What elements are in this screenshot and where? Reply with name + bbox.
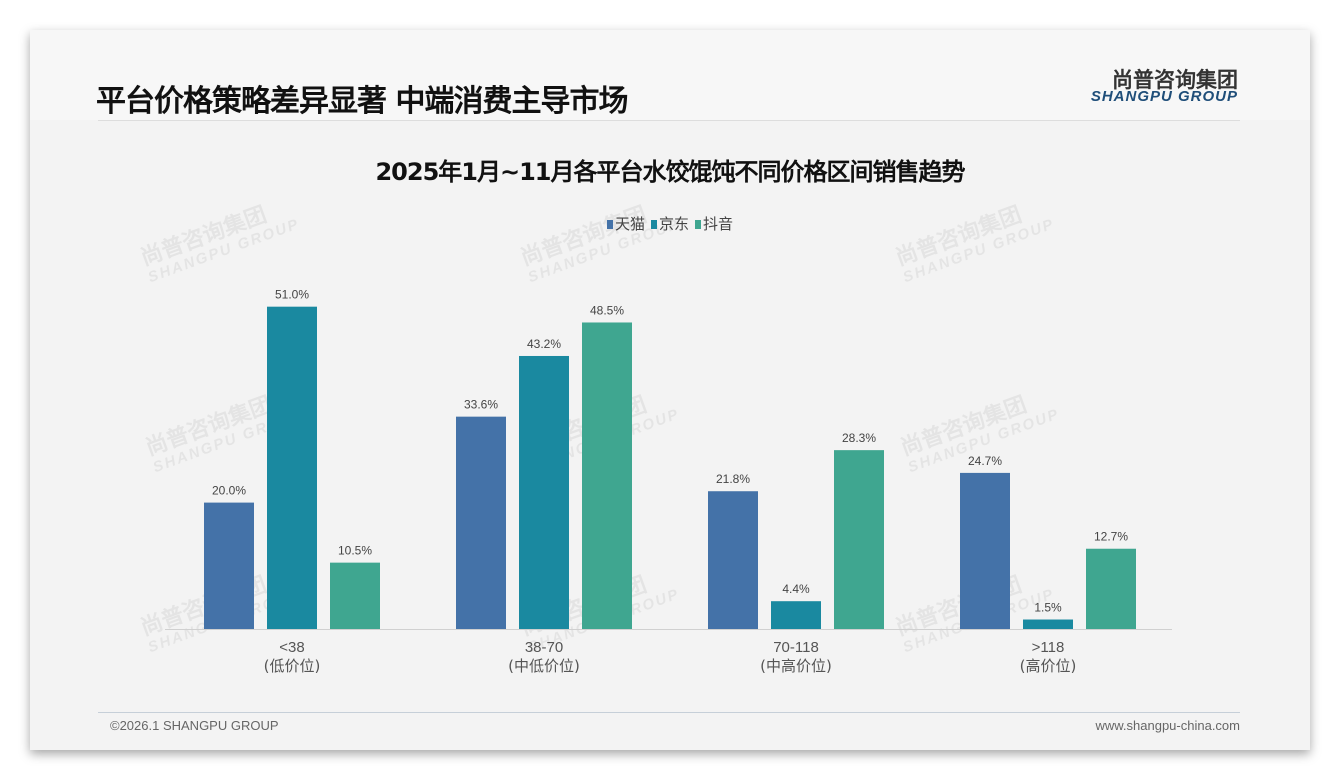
bar-抖音 xyxy=(582,322,632,629)
data-label: 21.8% xyxy=(716,472,750,486)
bar-天猫 xyxy=(204,502,254,629)
x-tick-sublabel: (中低价位) xyxy=(508,657,580,675)
copyright: ©2026.1 SHANGPU GROUP xyxy=(110,718,279,733)
bar-天猫 xyxy=(456,416,506,629)
legend-item[interactable]: 京东 xyxy=(650,215,689,233)
bar-抖音 xyxy=(1086,548,1136,629)
legend-item[interactable]: 抖音 xyxy=(695,215,733,233)
footer-divider xyxy=(98,712,1240,713)
header-divider xyxy=(98,120,1240,121)
data-label: 28.3% xyxy=(842,431,876,445)
bar-天猫 xyxy=(960,472,1010,629)
data-label: 24.7% xyxy=(968,454,1002,468)
legend-label: 天猫 xyxy=(614,215,645,233)
data-label: 33.6% xyxy=(464,398,498,412)
data-label: 4.4% xyxy=(782,582,810,596)
data-label: 20.0% xyxy=(212,484,246,498)
legend-item[interactable]: 天猫 xyxy=(606,215,645,233)
header-band xyxy=(30,30,1310,120)
data-label: 1.5% xyxy=(1034,601,1062,615)
data-label: 51.0% xyxy=(275,288,309,302)
legend-swatch xyxy=(606,220,613,229)
data-label: 10.5% xyxy=(338,544,372,558)
legend-swatch xyxy=(695,220,701,229)
x-tick-sublabel: (中高价位) xyxy=(760,657,832,675)
bar-抖音 xyxy=(834,450,884,629)
legend-swatch xyxy=(650,220,657,229)
bar-京东 xyxy=(771,601,821,629)
data-label: 48.5% xyxy=(590,303,624,317)
x-tick-label: >118 xyxy=(1032,639,1065,656)
x-tick-sublabel: (高价位) xyxy=(1020,657,1077,675)
bar-京东 xyxy=(267,306,317,629)
logo-en: SHANGPU GROUP xyxy=(1090,88,1238,105)
data-label: 43.2% xyxy=(527,337,561,351)
x-tick-label: <38 xyxy=(279,639,304,656)
bar-京东 xyxy=(519,355,569,629)
bar-抖音 xyxy=(330,562,380,629)
x-tick-label: 70-118 xyxy=(773,639,819,656)
page-title: 平台价格策略差异显著 中端消费主导市场 xyxy=(96,84,628,119)
website-link[interactable]: www.shangpu-china.com xyxy=(1095,718,1240,733)
legend-label: 抖音 xyxy=(703,215,734,233)
legend-label: 京东 xyxy=(658,215,689,233)
x-tick-sublabel: (低价位) xyxy=(264,657,321,675)
chart-title: 2025年1月~11月各平台水饺馄饨不同价格区间销售趋势 xyxy=(375,158,965,186)
logo-cn: 尚普咨询集团 xyxy=(1112,68,1238,92)
bar-京东 xyxy=(1023,619,1073,629)
legend: 天猫 京东 抖音 xyxy=(30,213,1310,234)
bar-天猫 xyxy=(708,491,758,629)
data-label: 12.7% xyxy=(1094,530,1128,544)
x-tick-label: 38-70 xyxy=(525,639,563,656)
